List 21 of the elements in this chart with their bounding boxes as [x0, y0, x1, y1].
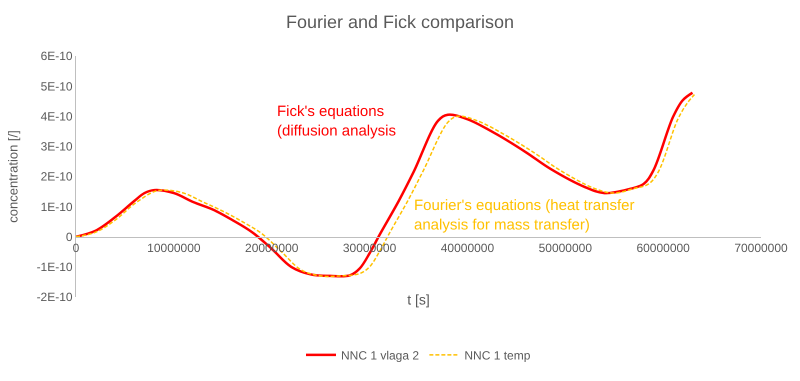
chart-title: Fourier and Fick comparison: [286, 12, 514, 32]
y-tick-label: 1E-10: [40, 200, 73, 214]
x-tick-label: 40000000: [440, 241, 494, 256]
y-axis-title: concentration [/]: [6, 130, 21, 223]
y-tick-label: 2E-10: [40, 170, 73, 184]
x-tick-label: 10000000: [147, 241, 201, 256]
annotation: Fick's equations (diffusion analysis: [277, 103, 396, 140]
y-tick-label: -1E-10: [36, 260, 73, 274]
legend-label: NNC 1 temp: [464, 348, 531, 363]
x-tick-label: 70000000: [734, 241, 788, 256]
legend-label: NNC 1 vlaga 2: [341, 348, 420, 363]
y-tick-label: 6E-10: [40, 49, 73, 64]
y-tick-label: 5E-10: [40, 79, 73, 94]
y-tick-label: -2E-10: [36, 290, 73, 304]
x-tick-label: 60000000: [636, 241, 690, 256]
y-tick-label: 3E-10: [40, 140, 73, 154]
x-axis-title: t [s]: [407, 291, 430, 308]
y-tick-label: 0: [66, 230, 73, 244]
x-tick-label: 50000000: [538, 241, 592, 256]
annotation: Fourier's equations (heat transfer analysis for mass transfer): [414, 197, 634, 234]
y-tick-label: 4E-10: [40, 109, 73, 124]
